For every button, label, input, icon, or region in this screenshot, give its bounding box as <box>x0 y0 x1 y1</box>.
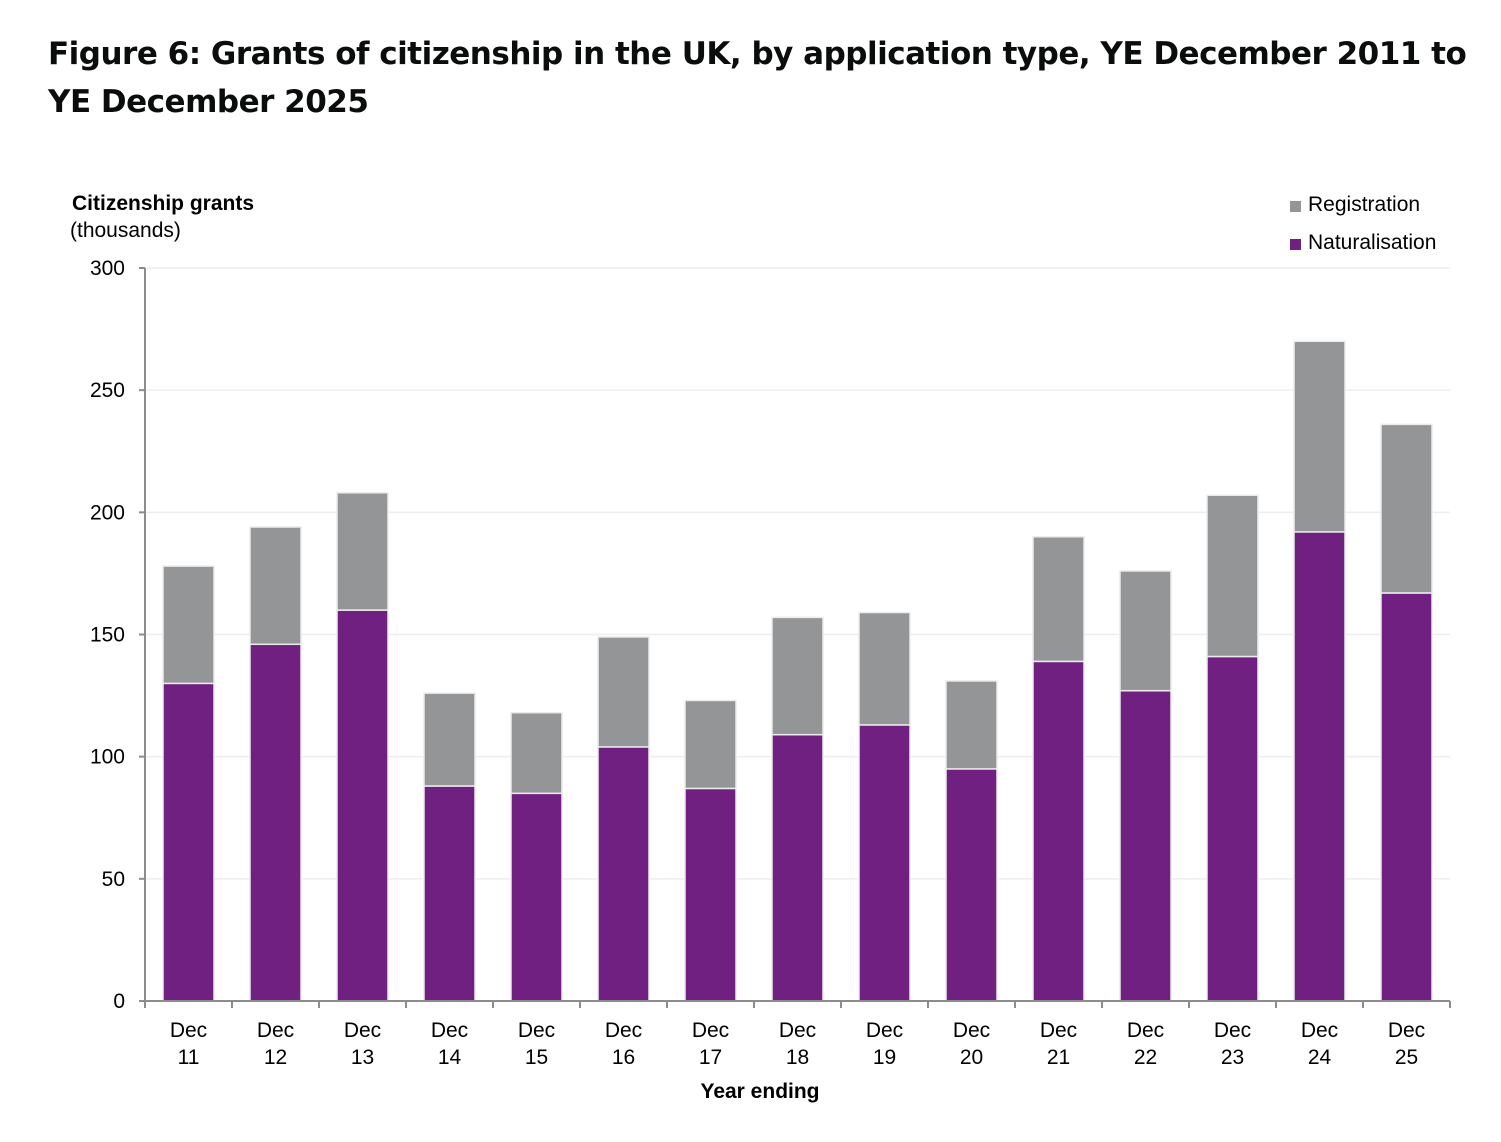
bar-naturalisation <box>771 733 824 1002</box>
x-tick-label: Dec <box>605 1019 642 1042</box>
x-tick-label: Dec <box>431 1019 468 1042</box>
bar-naturalisation <box>336 609 389 1002</box>
legend-item-registration: Registration <box>1290 186 1436 224</box>
x-tick-label: 17 <box>699 1046 722 1069</box>
bar-registration <box>1032 536 1085 663</box>
y-tick-label: 50 <box>102 868 125 891</box>
x-tick-label: 16 <box>612 1046 635 1069</box>
y-axis-unit-label: (thousands) <box>70 219 181 242</box>
y-tick-label: 0 <box>113 990 125 1013</box>
x-tick-label: 24 <box>1308 1046 1332 1069</box>
x-tick-label: Dec <box>953 1019 990 1042</box>
y-axis-label: Citizenship grants <box>72 192 255 215</box>
bar-naturalisation <box>684 787 737 1002</box>
bar-registration <box>162 565 215 685</box>
x-tick-label: Dec <box>1127 1019 1164 1042</box>
bar-registration <box>1119 570 1172 692</box>
bar-naturalisation <box>1032 660 1085 1002</box>
x-tick-label: 21 <box>1047 1046 1070 1069</box>
bar-registration <box>1293 340 1346 533</box>
legend-swatch-naturalisation <box>1290 238 1301 250</box>
x-tick-label: 22 <box>1134 1046 1157 1069</box>
x-tick-label: Dec <box>1388 1019 1425 1042</box>
x-tick-label: Dec <box>692 1019 729 1042</box>
y-tick-label: 150 <box>90 624 125 647</box>
legend-label-naturalisation: Naturalisation <box>1308 231 1437 254</box>
bar-naturalisation <box>597 746 650 1002</box>
bar-naturalisation <box>1293 531 1346 1002</box>
x-tick-label: 18 <box>786 1046 809 1069</box>
x-tick-label: Dec <box>1214 1019 1251 1042</box>
legend-swatch-registration <box>1290 200 1301 212</box>
legend-item-naturalisation: Naturalisation <box>1290 224 1436 262</box>
bar-registration <box>597 636 650 748</box>
y-tick-label: 250 <box>90 379 125 402</box>
bar-registration <box>510 711 563 795</box>
x-tick-label: 25 <box>1395 1046 1418 1069</box>
bar-registration <box>945 680 998 770</box>
bar-registration <box>858 611 911 726</box>
legend-label-registration: Registration <box>1308 193 1421 216</box>
legend: Registration Naturalisation <box>1290 186 1436 262</box>
bar-registration <box>684 699 737 790</box>
bar-registration <box>771 616 824 736</box>
bar-naturalisation <box>858 724 911 1002</box>
x-tick-label: 20 <box>960 1046 983 1069</box>
x-tick-label: 23 <box>1221 1046 1244 1069</box>
x-tick-label: Dec <box>344 1019 381 1042</box>
x-tick-label: Dec <box>1301 1019 1338 1042</box>
bar-naturalisation <box>510 792 563 1002</box>
x-tick-label: Dec <box>257 1019 294 1042</box>
x-tick-label: 11 <box>178 1046 200 1069</box>
x-tick-label: Dec <box>170 1019 207 1042</box>
bar-registration <box>249 526 302 646</box>
bar-naturalisation <box>1380 592 1433 1002</box>
y-tick-label: 200 <box>90 501 125 524</box>
bar-naturalisation <box>1119 689 1172 1002</box>
bar-naturalisation <box>249 643 302 1002</box>
bar-naturalisation <box>945 768 998 1002</box>
bar-registration <box>1380 423 1433 594</box>
chart-title: Figure 6: Grants of citizenship in the U… <box>48 36 1467 120</box>
y-tick-label: 100 <box>90 746 125 769</box>
x-tick-label: Dec <box>518 1019 555 1042</box>
bar-naturalisation <box>1206 655 1259 1002</box>
bar-registration <box>423 692 476 787</box>
x-tick-label: 12 <box>264 1046 287 1069</box>
bar-registration <box>1206 494 1259 658</box>
x-tick-label: 19 <box>873 1046 896 1069</box>
bar-naturalisation <box>423 785 476 1002</box>
x-tick-label: 13 <box>351 1046 374 1069</box>
x-axis-label: Year ending <box>700 1080 819 1103</box>
x-tick-label: Dec <box>866 1019 903 1042</box>
x-tick-label: 14 <box>438 1046 462 1069</box>
bar-registration <box>336 492 389 611</box>
bar-naturalisation <box>162 682 215 1002</box>
x-tick-label: 15 <box>525 1046 548 1069</box>
x-tick-label: Dec <box>779 1019 816 1042</box>
x-tick-label: Dec <box>1040 1019 1077 1042</box>
y-tick-label: 300 <box>90 257 125 280</box>
